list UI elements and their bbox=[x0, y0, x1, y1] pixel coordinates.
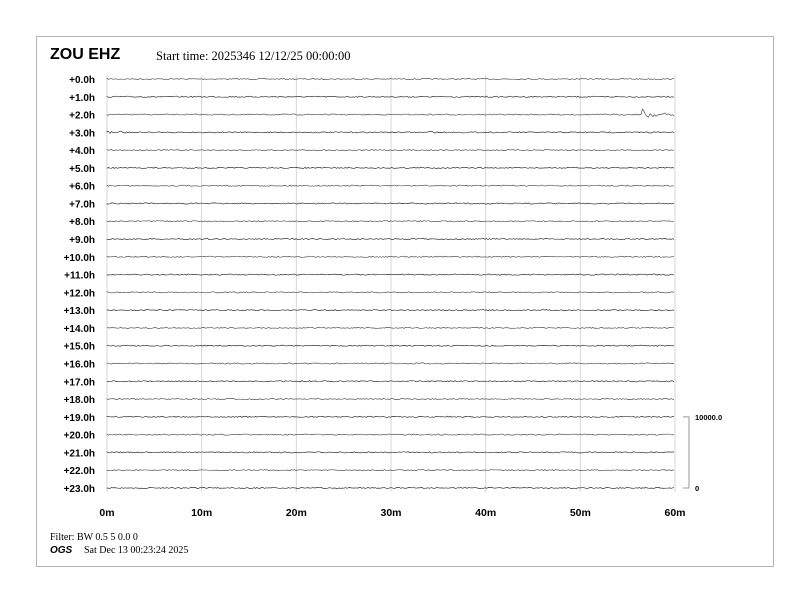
row-label: +19.0h bbox=[64, 413, 95, 424]
trace-line bbox=[106, 130, 675, 134]
trace-line bbox=[106, 451, 674, 454]
row-label: +23.0h bbox=[64, 484, 95, 495]
trace-line bbox=[106, 486, 675, 489]
x-tick-label: 30m bbox=[380, 507, 401, 519]
trace-line bbox=[106, 415, 675, 418]
trace-line bbox=[106, 202, 675, 205]
scale-top-label: 10000.0 bbox=[695, 413, 722, 422]
row-label: +0.0h bbox=[69, 75, 95, 86]
trace-line bbox=[106, 397, 675, 401]
row-label: +12.0h bbox=[64, 288, 95, 299]
x-tick-label: 40m bbox=[475, 507, 496, 519]
row-label: +10.0h bbox=[64, 253, 95, 264]
trace-line bbox=[106, 273, 675, 276]
plot-frame bbox=[36, 36, 774, 567]
trace-line bbox=[106, 469, 675, 472]
row-label: +21.0h bbox=[64, 448, 95, 459]
trace-line bbox=[106, 344, 675, 347]
trace-line bbox=[106, 108, 675, 118]
printed-timestamp: Sat Dec 13 00:23:24 2025 bbox=[84, 545, 189, 556]
x-tick-label: 20m bbox=[286, 507, 307, 519]
trace-line bbox=[106, 237, 675, 241]
row-label: +14.0h bbox=[64, 324, 95, 335]
row-label: +6.0h bbox=[69, 182, 95, 193]
row-label: +9.0h bbox=[69, 235, 95, 246]
trace-line bbox=[106, 255, 675, 258]
row-label: +13.0h bbox=[64, 306, 95, 317]
row-label: +2.0h bbox=[69, 111, 95, 122]
row-label: +22.0h bbox=[64, 466, 95, 477]
trace-line bbox=[106, 220, 675, 223]
x-tick-label: 0m bbox=[99, 507, 114, 519]
x-tick-label: 10m bbox=[191, 507, 212, 519]
trace-line bbox=[106, 309, 675, 312]
trace-line bbox=[106, 166, 675, 169]
trace-line bbox=[106, 149, 675, 152]
row-label: +4.0h bbox=[69, 146, 95, 157]
trace-line bbox=[106, 77, 674, 81]
trace-line bbox=[106, 433, 675, 436]
row-label: +18.0h bbox=[64, 395, 95, 406]
trace-line bbox=[106, 95, 675, 98]
org-logo: OGS bbox=[50, 545, 73, 556]
trace-line bbox=[106, 380, 675, 383]
trace-line bbox=[106, 291, 675, 294]
row-label: +1.0h bbox=[69, 93, 95, 104]
filter-label: Filter: BW 0.5 5 0.0 0 bbox=[50, 532, 138, 543]
scale-bar bbox=[683, 416, 690, 489]
row-label: +16.0h bbox=[64, 359, 95, 370]
row-label: +3.0h bbox=[69, 128, 95, 139]
trace-line bbox=[106, 326, 675, 329]
row-label: +8.0h bbox=[69, 217, 95, 228]
x-tick-label: 60m bbox=[664, 507, 685, 519]
row-label: +20.0h bbox=[64, 431, 95, 442]
start-time: Start time: 2025346 12/12/25 00:00:00 bbox=[156, 49, 351, 63]
row-label: +15.0h bbox=[64, 342, 95, 353]
x-tick-label: 50m bbox=[570, 507, 591, 519]
scale-bottom-label: 0 bbox=[695, 484, 699, 493]
row-label: +11.0h bbox=[64, 271, 95, 282]
row-label: +17.0h bbox=[64, 377, 95, 388]
row-label: +7.0h bbox=[69, 199, 95, 210]
row-label: +5.0h bbox=[69, 164, 95, 175]
station-title: ZOU EHZ bbox=[50, 46, 121, 63]
trace-line bbox=[106, 362, 674, 365]
trace-line bbox=[106, 184, 675, 187]
